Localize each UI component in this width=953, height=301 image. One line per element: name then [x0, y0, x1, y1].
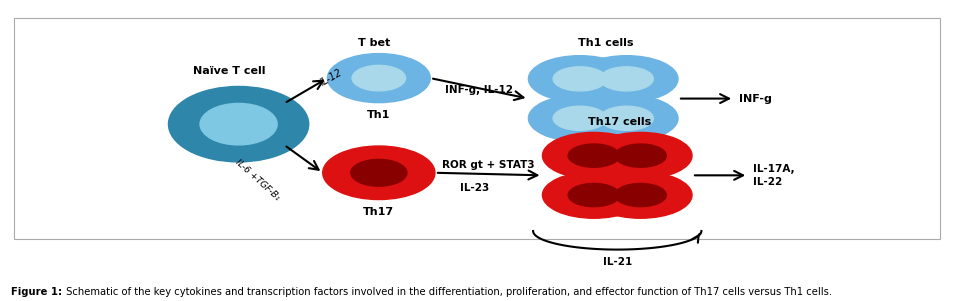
Ellipse shape: [169, 86, 309, 162]
Ellipse shape: [542, 132, 644, 179]
Ellipse shape: [542, 172, 644, 218]
Ellipse shape: [599, 67, 653, 91]
Text: IL-6 +TGF-B₁: IL-6 +TGF-B₁: [233, 158, 281, 202]
Text: IL-22: IL-22: [752, 177, 781, 187]
Text: Naïve T cell: Naïve T cell: [193, 66, 265, 76]
Ellipse shape: [352, 65, 405, 91]
Text: Th17 cells: Th17 cells: [587, 117, 651, 127]
Ellipse shape: [575, 56, 678, 102]
Text: IL-21: IL-21: [602, 257, 631, 267]
Ellipse shape: [528, 56, 631, 102]
Text: Figure 1:: Figure 1:: [11, 287, 63, 297]
Text: Schematic of the key cytokines and transcription factors involved in the differe: Schematic of the key cytokines and trans…: [63, 287, 831, 297]
Ellipse shape: [615, 144, 665, 167]
Text: IL-12: IL-12: [319, 67, 344, 88]
Text: IL-23: IL-23: [459, 183, 489, 193]
Ellipse shape: [599, 106, 653, 130]
Ellipse shape: [351, 160, 407, 186]
Text: INF-g: INF-g: [738, 94, 771, 104]
Text: INF-g, IL-12: INF-g, IL-12: [445, 85, 513, 95]
Ellipse shape: [589, 132, 691, 179]
Text: Th1 cells: Th1 cells: [578, 38, 633, 48]
Text: Th1: Th1: [367, 110, 390, 120]
Text: IL-17A,: IL-17A,: [752, 164, 794, 174]
Ellipse shape: [553, 67, 606, 91]
Ellipse shape: [327, 54, 430, 103]
Text: T bet: T bet: [357, 39, 390, 48]
Ellipse shape: [589, 172, 691, 218]
Ellipse shape: [615, 183, 665, 207]
Text: ROR gt + STAT3: ROR gt + STAT3: [442, 160, 535, 170]
Ellipse shape: [553, 106, 606, 130]
Ellipse shape: [322, 146, 435, 200]
Ellipse shape: [200, 104, 277, 145]
Ellipse shape: [568, 144, 618, 167]
Ellipse shape: [568, 183, 618, 207]
Ellipse shape: [575, 95, 678, 141]
Ellipse shape: [528, 95, 631, 141]
FancyBboxPatch shape: [14, 18, 939, 239]
Text: Th17: Th17: [363, 207, 394, 217]
